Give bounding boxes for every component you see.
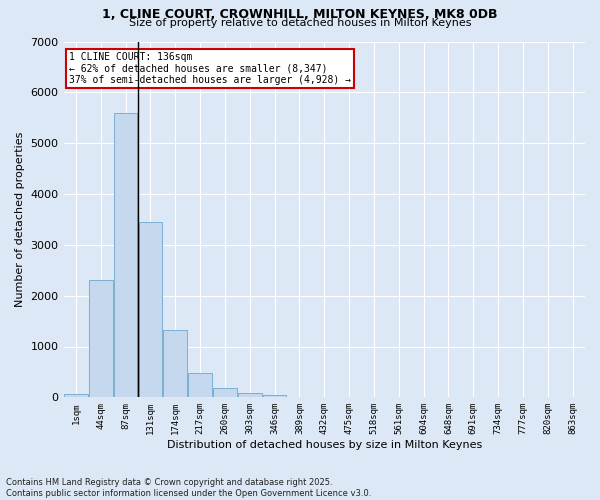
Bar [263, 395, 286, 398]
Y-axis label: Number of detached properties: Number of detached properties [15, 132, 25, 307]
Bar [139, 222, 162, 398]
Bar [163, 330, 187, 398]
Bar [238, 393, 262, 398]
Text: 1, CLINE COURT, CROWNHILL, MILTON KEYNES, MK8 0DB: 1, CLINE COURT, CROWNHILL, MILTON KEYNES… [102, 8, 498, 20]
Bar [89, 280, 113, 398]
Text: 1 CLINE COURT: 136sqm
← 62% of detached houses are smaller (8,347)
37% of semi-d: 1 CLINE COURT: 136sqm ← 62% of detached … [69, 52, 351, 86]
Text: Size of property relative to detached houses in Milton Keynes: Size of property relative to detached ho… [129, 18, 471, 28]
Bar [114, 112, 137, 398]
Bar [188, 373, 212, 398]
Bar [64, 394, 88, 398]
Text: Contains HM Land Registry data © Crown copyright and database right 2025.
Contai: Contains HM Land Registry data © Crown c… [6, 478, 371, 498]
X-axis label: Distribution of detached houses by size in Milton Keynes: Distribution of detached houses by size … [167, 440, 482, 450]
Bar [213, 388, 237, 398]
